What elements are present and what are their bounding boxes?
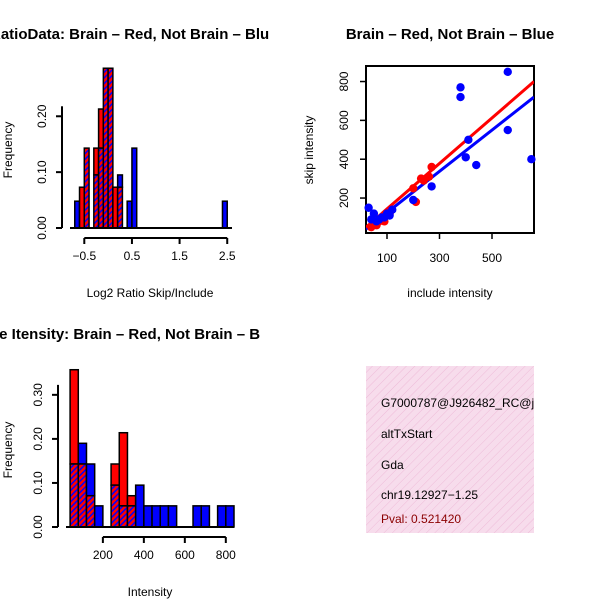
scatter-y-tick-label: 800 (337, 71, 351, 91)
intensity-histogram-title: ne Itensity: Brain – Red, Not Brain – B (0, 326, 260, 343)
info-gene-name: Gda (381, 458, 404, 472)
intensity-hist-x-tick-label: 800 (216, 548, 236, 562)
scatter-point-not-brain (456, 92, 465, 102)
intensity-histogram-xlabel: Intensity (128, 585, 173, 599)
intensity-histogram-ylabel: Frequency (1, 422, 15, 479)
intensity-hist-x-tick-label: 400 (134, 548, 154, 562)
ratio-histogram-title: RatioData: Brain – Red, Not Brain – Blu (0, 26, 269, 43)
intensity-hist-bar-overlap (69, 463, 80, 528)
intensity-hist-bar (225, 505, 235, 528)
scatter-point-not-brain (464, 135, 473, 144)
scatter-ylabel: skip intensity (302, 116, 316, 185)
scatter-point-brain (424, 172, 434, 181)
intensity-hist-bar (69, 368, 80, 465)
scatter-point-not-brain (364, 203, 373, 212)
intensity-hist-bar (159, 505, 170, 528)
ratio-hist-bar (221, 200, 228, 229)
ratio-histogram-ylabel: Frequency (1, 122, 15, 179)
info-probe-id: G7000787@J926482_RC@j_at (381, 396, 551, 410)
scatter-y-tick-label: 400 (337, 149, 351, 169)
intensity-hist-bar-overlap (118, 505, 129, 528)
info-box-background (366, 366, 534, 533)
intensity-hist-bar (85, 463, 96, 497)
scatter-point-not-brain (503, 125, 512, 135)
intensity-hist-x-tick-label: 600 (175, 548, 195, 562)
ratio-hist-y-tick-label: 0.20 (35, 104, 49, 128)
info-event-type: altTxStart (381, 427, 433, 441)
ratio-hist-y-tick-label: 0.00 (35, 216, 49, 240)
intensity-histogram: ne Itensity: Brain – Red, Not Brain – B … (0, 326, 260, 599)
scatter-y-tick-label: 200 (337, 188, 351, 208)
intensity-hist-bar (77, 442, 88, 465)
ratio-hist-x-tick-label: 2.5 (219, 249, 236, 263)
info-box: G7000787@J926482_RC@j_at altTxStart Gda … (366, 366, 551, 533)
intensity-hist-bar (110, 463, 121, 486)
intensity-hist-y-tick-label: 0.30 (31, 383, 45, 407)
intensity-hist-y-tick-label: 0.00 (31, 515, 45, 539)
scatter-point-not-brain (461, 153, 470, 162)
scatter-point-not-brain (427, 182, 436, 191)
ratio-hist-y-tick-label: 0.10 (35, 160, 49, 184)
intensity-hist-bar-overlap (126, 505, 137, 528)
scatter-point-not-brain (369, 209, 379, 218)
scatter-title: Brain – Red, Not Brain – Blue (346, 26, 554, 43)
ratio-hist-bar-overlap (116, 186, 124, 229)
ratio-hist-bar-overlap (83, 147, 90, 229)
intensity-hist-bar (134, 484, 145, 528)
info-pval: Pval: 0.521420 (381, 512, 461, 526)
intensity-hist-bar (167, 505, 178, 528)
intensity-hist-bar (200, 505, 211, 528)
scatter-xlabel: include intensity (407, 286, 492, 300)
scatter-y-tick-label: 600 (337, 110, 351, 130)
intensity-hist-bar (118, 431, 129, 507)
scatter-point-not-brain (472, 160, 481, 170)
intensity-hist-y-tick-label: 0.10 (31, 471, 45, 495)
scatter-x-tick-label: 300 (429, 251, 449, 265)
intensity-scatter: Brain – Red, Not Brain – Blue 100 300 500 2… (302, 26, 554, 300)
ratio-hist-bar (116, 174, 124, 188)
scatter-plot-box (365, 65, 535, 234)
scatter-point-not-brain (527, 155, 536, 164)
scatter-point-not-brain (503, 67, 512, 77)
intensity-hist-bar-overlap (110, 484, 121, 528)
info-location: chr19.12927−1.25 (381, 488, 478, 502)
intensity-hist-bar (93, 505, 104, 528)
intensity-hist-bar (126, 494, 137, 507)
intensity-hist-bar (216, 505, 227, 528)
ratio-hist-x-tick-label: −0.5 (72, 249, 96, 263)
ratio-hist-bar (131, 147, 138, 229)
intensity-hist-bar (192, 505, 202, 528)
intensity-hist-bar (151, 505, 161, 528)
scatter-point-not-brain (388, 205, 397, 214)
intensity-hist-bar-overlap (77, 463, 88, 528)
scatter-point-not-brain (456, 83, 465, 92)
scatter-point-not-brain (409, 195, 418, 205)
ratio-hist-x-tick-label: 1.5 (171, 249, 188, 263)
intensity-hist-bar-overlap (85, 494, 96, 528)
scatter-point-brain (409, 184, 418, 193)
scatter-x-tick-label: 500 (482, 251, 502, 265)
ratio-histogram-xlabel: Log2 Ratio Skip/Include (87, 286, 214, 300)
intensity-hist-y-tick-label: 0.20 (31, 427, 45, 451)
scatter-fit-line-brain (366, 80, 534, 229)
scatter-x-tick-label: 100 (377, 251, 397, 265)
ratio-histogram: RatioData: Brain – Red, Not Brain – Blu … (0, 26, 269, 300)
scatter-point-brain (427, 162, 436, 172)
intensity-hist-bar (143, 505, 153, 528)
ratio-hist-x-tick-label: 0.5 (124, 249, 141, 263)
intensity-hist-x-tick-label: 200 (93, 548, 113, 562)
